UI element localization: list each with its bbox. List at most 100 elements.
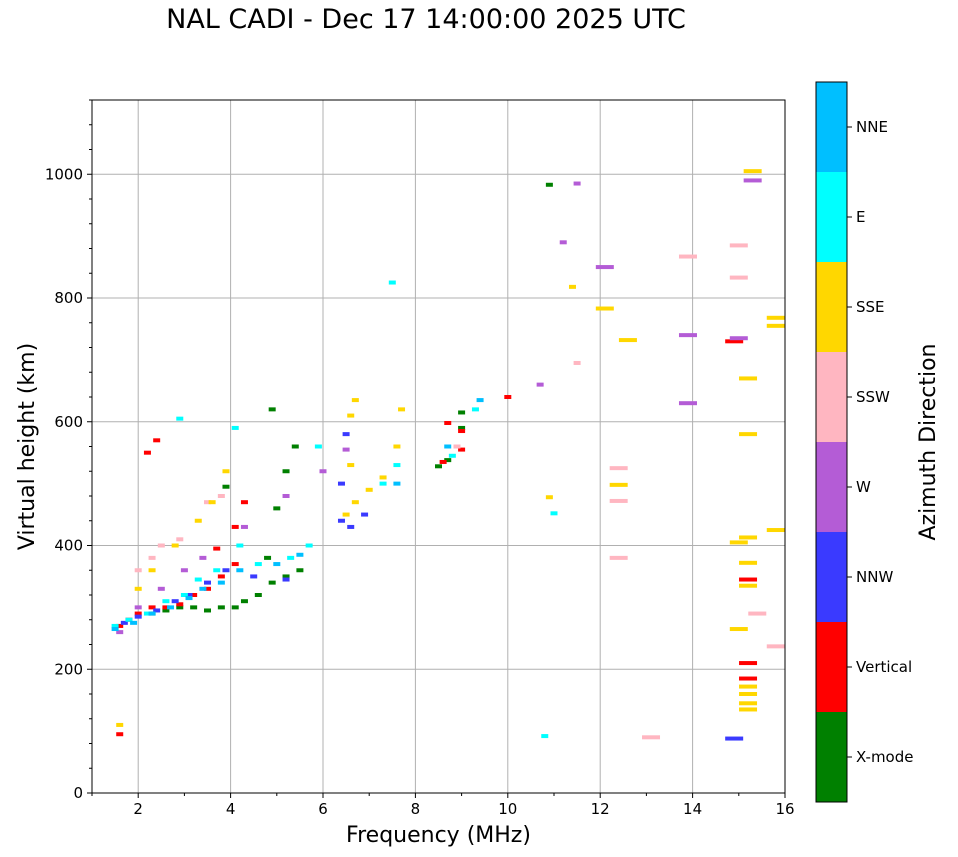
- colorbar-label: Azimuth Direction: [916, 343, 941, 540]
- echo-point: [314, 444, 322, 449]
- echo-point: [130, 620, 138, 625]
- echo-point: [208, 500, 216, 505]
- echo-point: [739, 676, 758, 681]
- colorbar-tick-label: W: [856, 478, 871, 496]
- colorbar-tick-label: E: [856, 208, 865, 226]
- echo-point: [282, 469, 290, 474]
- colorbar-tick-label: NNW: [856, 568, 893, 586]
- colorbar-tick-label: NNE: [856, 118, 888, 136]
- y-axis-label: Virtual height (km): [15, 343, 40, 550]
- echo-point: [337, 481, 345, 486]
- plot-frame: [91, 99, 786, 794]
- echo-point: [157, 586, 165, 591]
- echo-point: [545, 495, 553, 500]
- echo-point: [729, 275, 748, 280]
- echo-point: [148, 555, 156, 560]
- echo-point: [342, 512, 350, 517]
- echo-point: [296, 568, 304, 573]
- echo-point: [162, 608, 170, 613]
- colorbar-segment: [816, 622, 847, 712]
- echo-point: [231, 425, 239, 430]
- echo-point: [296, 552, 304, 557]
- echo-point: [222, 568, 230, 573]
- echo-point: [194, 577, 202, 582]
- axes: 2 4 6 8 10 12 14 16 0 200 400 600 800 1000: [45, 99, 795, 818]
- echo-point: [739, 560, 758, 565]
- echo-point: [143, 450, 151, 455]
- echo-point: [444, 420, 452, 425]
- echo-point: [134, 586, 142, 591]
- echo-point: [134, 605, 142, 610]
- echo-point: [351, 500, 359, 505]
- echo-point: [471, 407, 479, 412]
- echo-point: [282, 577, 290, 582]
- echo-point: [398, 407, 406, 412]
- colorbar: X-mode Vertical NNW W SSW SSE E NNE: [815, 81, 913, 803]
- echo-point: [739, 661, 758, 666]
- echo-point: [204, 586, 211, 591]
- echo-point: [458, 447, 466, 452]
- echo-point: [609, 482, 628, 487]
- echo-point: [444, 444, 452, 449]
- echo-point: [176, 605, 184, 610]
- y-tick-label: 800: [54, 289, 83, 307]
- echo-point: [743, 169, 762, 174]
- y-tick-label: 0: [73, 784, 83, 802]
- echo-point: [185, 593, 193, 597]
- x-tick-label: 14: [683, 800, 702, 818]
- echo-point: [739, 701, 758, 706]
- echo-point: [568, 284, 576, 289]
- echo-point: [319, 469, 327, 474]
- echo-point: [739, 707, 758, 712]
- echo-point: [264, 555, 272, 560]
- x-tick-label: 4: [226, 800, 236, 818]
- echo-point: [134, 611, 142, 616]
- x-tick-label: 10: [498, 800, 517, 818]
- echo-point: [739, 577, 758, 582]
- echo-point: [116, 623, 124, 628]
- echo-point: [342, 432, 350, 437]
- echo-point: [458, 410, 466, 415]
- echo-point: [153, 608, 161, 613]
- echo-point: [725, 736, 744, 741]
- echo-point: [379, 475, 387, 480]
- echo-point: [291, 444, 299, 449]
- echo-point: [347, 463, 355, 468]
- echo-point: [342, 447, 350, 452]
- echo-point: [176, 537, 184, 542]
- echo-point: [609, 498, 628, 503]
- echo-point: [190, 593, 198, 597]
- echo-point: [678, 254, 697, 259]
- echo-point: [545, 182, 553, 187]
- echo-point: [236, 568, 244, 573]
- x-tick-label: 6: [318, 800, 328, 818]
- echo-point: [729, 243, 748, 248]
- echo-point: [268, 580, 276, 585]
- colorbar-segment: [816, 352, 847, 442]
- colorbar-segment: [816, 442, 847, 532]
- echo-point: [282, 574, 290, 579]
- echo-point: [729, 540, 748, 545]
- y-tick-label: 1000: [45, 165, 83, 183]
- echo-point: [337, 518, 345, 523]
- echo-point: [176, 416, 184, 421]
- data-points: [111, 169, 785, 741]
- echo-point: [254, 593, 262, 597]
- echo-point: [231, 524, 239, 529]
- colorbar-segment: [816, 262, 847, 352]
- echo-point: [550, 511, 558, 516]
- echo-point: [167, 605, 175, 610]
- echo-point: [171, 599, 179, 604]
- colorbar-segment: [816, 172, 847, 262]
- echo-point: [351, 398, 359, 403]
- echo-point: [388, 280, 396, 285]
- echo-point: [458, 425, 466, 430]
- echo-point: [573, 360, 581, 365]
- echo-point: [171, 543, 179, 548]
- echo-point: [213, 546, 221, 551]
- echo-point: [180, 568, 188, 573]
- echo-point: [287, 555, 295, 560]
- echo-point: [199, 586, 207, 591]
- echo-point: [365, 487, 373, 492]
- echo-point: [642, 735, 661, 740]
